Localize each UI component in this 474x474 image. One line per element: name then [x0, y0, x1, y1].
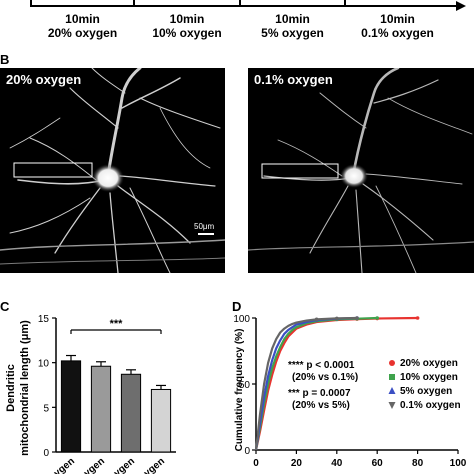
neuron-image — [248, 68, 474, 273]
micrograph-01-oxygen: 0.1% oxygen — [248, 68, 474, 273]
series-line — [254, 316, 358, 451]
timeline-step: 10min 10% oxygen — [134, 12, 240, 40]
stat-text-2b: (20% vs 5%) — [292, 400, 350, 411]
series-line — [254, 316, 378, 451]
step-condition: 5% oxygen — [261, 26, 324, 40]
legend-marker — [388, 387, 396, 394]
legend-entry: 20% oxygen — [389, 358, 458, 369]
step-condition: 10% oxygen — [152, 26, 222, 40]
legend-label: 0.1% oxygen — [400, 400, 461, 411]
y-axis-label: Cumulative frequency (%) — [234, 329, 245, 452]
timeline-step: 10min 20% oxygen — [31, 12, 134, 40]
step-time: 10min — [380, 12, 415, 26]
x-tick-label: 60 — [372, 458, 384, 469]
x-tick-label: 40 — [331, 458, 343, 469]
y-tick-label: 100 — [233, 314, 250, 325]
bar — [60, 360, 82, 453]
y-tick-label: 50 — [239, 380, 251, 391]
panel-b-letter: B — [0, 52, 10, 67]
data-point — [415, 316, 420, 320]
y-tick-label: 0 — [244, 446, 250, 457]
series-5-oxygen — [254, 316, 359, 451]
x-tick-label: 80 — [412, 458, 424, 469]
micrograph-label: 20% oxygen — [6, 72, 82, 87]
stat-text-2a: *** p = 0.0007 — [288, 388, 351, 399]
x-tick-label: ygen — [52, 456, 77, 474]
legend-label: 5% oxygen — [400, 386, 452, 397]
legend-entry: 10% oxygen — [389, 372, 458, 383]
neuron-image — [0, 68, 225, 273]
y-tick-label: 15 — [38, 314, 50, 325]
series-10-oxygen — [254, 316, 379, 451]
legend-marker — [388, 402, 396, 409]
data-point — [314, 317, 319, 322]
step-time: 10min — [275, 12, 310, 26]
data-point — [335, 316, 339, 321]
series-0-1-oxygen — [254, 316, 359, 451]
step-condition: 20% oxygen — [47, 26, 118, 40]
y-axis-label-line1: Dendritic — [5, 364, 17, 412]
legend-label: 10% oxygen — [400, 372, 458, 383]
x-tick-label: ygen — [112, 456, 137, 474]
roi-box — [13, 162, 93, 178]
significance-bracket: *** — [70, 318, 162, 334]
series-line — [254, 316, 358, 451]
stat-text-1a: **** p < 0.0001 — [288, 360, 355, 371]
y-tick-label: 5 — [43, 403, 49, 414]
legend-label: 20% oxygen — [400, 358, 458, 369]
bar — [90, 365, 112, 453]
y-tick-label: 10 — [38, 359, 50, 370]
series-20-oxygen — [254, 316, 420, 451]
roi-box — [261, 163, 339, 179]
x-tick-label: ygen — [82, 456, 107, 474]
step-time: 10min — [169, 12, 205, 26]
timeline-axis — [30, 0, 466, 11]
soma — [92, 164, 124, 192]
panel-d-letter: D — [232, 299, 242, 314]
bar — [150, 388, 172, 453]
cumulative-chart: Cumulative frequency (%) 0 50 100 0 20 40 60 80… — [233, 314, 467, 469]
x-tick-label: 20 — [291, 458, 303, 469]
step-time: 10min — [65, 12, 100, 26]
legend-entry: 0.1% oxygen — [388, 400, 461, 411]
timeline-arrowhead — [456, 1, 466, 11]
bar-chart: Dendritic mitochondrial length (μm) 0 5 10… — [5, 314, 176, 474]
step-condition: 0.1% oxygen — [361, 26, 434, 40]
timeline-step: 10min 5% oxygen — [240, 12, 345, 40]
scale-bar-label: 50μm — [194, 222, 215, 231]
soma — [340, 164, 368, 188]
y-axis-label-line2: mitochondrial length (μm) — [19, 320, 31, 456]
legend-marker — [389, 360, 395, 366]
x-tick-label: 100 — [450, 458, 467, 469]
micrograph-20-oxygen: 20% oxygen 50μm — [0, 68, 225, 273]
x-tick-label: 0 — [253, 458, 259, 469]
significance-stars: *** — [110, 318, 124, 330]
data-point — [375, 316, 379, 320]
timeline-step: 10min 0.1% oxygen — [345, 12, 450, 40]
bar — [120, 373, 142, 453]
micrograph-label: 0.1% oxygen — [254, 72, 333, 87]
stat-text-1b: (20% vs 0.1%) — [292, 372, 358, 383]
y-tick-label: 0 — [43, 448, 49, 459]
panel-c-letter: C — [0, 299, 10, 314]
x-tick-label: ygen — [142, 456, 167, 474]
legend: 20% oxygen 10% oxygen 5% oxygen 0.1% oxygen — [388, 358, 461, 411]
legend-entry: 5% oxygen — [388, 386, 452, 397]
data-point — [355, 316, 359, 320]
legend-marker — [389, 374, 395, 380]
series-line — [254, 316, 418, 451]
